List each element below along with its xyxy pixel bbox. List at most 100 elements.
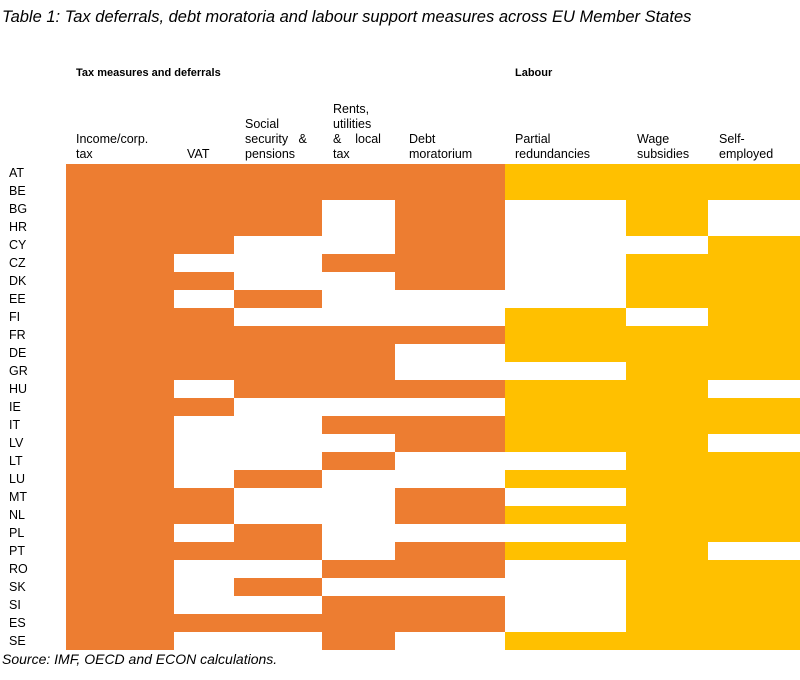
row-label: IT xyxy=(9,418,21,432)
table-cell xyxy=(322,596,395,614)
table-cell xyxy=(234,272,322,290)
table-cell xyxy=(234,452,322,470)
table-cell xyxy=(322,398,395,416)
table-cell xyxy=(174,524,234,542)
table-cell xyxy=(505,236,626,254)
table-cell xyxy=(395,182,505,200)
table-cell xyxy=(174,164,234,182)
row-label: PL xyxy=(9,526,25,540)
table-cell xyxy=(174,596,234,614)
table-cell xyxy=(505,470,626,488)
table-cell xyxy=(505,398,626,416)
table-cell xyxy=(234,380,322,398)
table-cell xyxy=(234,560,322,578)
table-cell xyxy=(626,524,708,542)
table-cell xyxy=(174,362,234,380)
table-cell xyxy=(174,380,234,398)
table-cell xyxy=(174,434,234,452)
table-cell xyxy=(626,290,708,308)
table-cell xyxy=(626,344,708,362)
table-cell xyxy=(708,254,800,272)
column-header: Social security & pensions xyxy=(245,117,307,161)
table-cell xyxy=(626,218,708,236)
row-label: NL xyxy=(9,508,25,522)
table-cell xyxy=(395,596,505,614)
row-label: DK xyxy=(9,274,27,288)
table-cell xyxy=(174,416,234,434)
row-label: CZ xyxy=(9,256,26,270)
table-cell xyxy=(626,164,708,182)
column-header: Rents, utilities & local tax xyxy=(333,102,381,161)
table-cell xyxy=(395,218,505,236)
row-label: HU xyxy=(9,382,28,396)
table-cell xyxy=(505,308,626,326)
table-cell xyxy=(505,578,626,596)
table-cell xyxy=(395,506,505,524)
table-cell xyxy=(505,416,626,434)
table-cell xyxy=(234,434,322,452)
table-cell xyxy=(234,524,322,542)
table-cell xyxy=(174,470,234,488)
table-cell xyxy=(66,488,174,506)
table-cell xyxy=(395,524,505,542)
row-label: CY xyxy=(9,238,27,252)
table-cell xyxy=(234,542,322,560)
table-cell xyxy=(234,506,322,524)
table-cell xyxy=(395,308,505,326)
table-cell xyxy=(395,254,505,272)
column-header: Income/corp. tax xyxy=(76,132,149,161)
table-cell xyxy=(234,290,322,308)
table-cell xyxy=(395,398,505,416)
table-cell xyxy=(505,632,626,650)
table-cell xyxy=(505,524,626,542)
table-cell xyxy=(66,470,174,488)
table-cell xyxy=(505,596,626,614)
table-cell xyxy=(708,614,800,632)
row-label: GR xyxy=(9,364,28,378)
table-cell xyxy=(505,434,626,452)
table-cell xyxy=(708,524,800,542)
row-label: EE xyxy=(9,292,26,306)
table-cell xyxy=(322,560,395,578)
table-cell xyxy=(505,560,626,578)
table-cell xyxy=(322,614,395,632)
table-cell xyxy=(395,488,505,506)
table-cell xyxy=(174,236,234,254)
table-cell xyxy=(626,326,708,344)
table-cell xyxy=(174,290,234,308)
table-cell xyxy=(174,344,234,362)
table-cell xyxy=(234,362,322,380)
table-cell xyxy=(66,218,174,236)
table-cell xyxy=(395,542,505,560)
table-cell xyxy=(505,218,626,236)
table-cell xyxy=(708,488,800,506)
table-cell xyxy=(234,398,322,416)
row-label: LU xyxy=(9,472,25,486)
table-cell xyxy=(174,578,234,596)
table-cell xyxy=(174,272,234,290)
table-cell xyxy=(66,164,174,182)
table-cell xyxy=(66,434,174,452)
table-cell xyxy=(626,506,708,524)
table-cell xyxy=(66,272,174,290)
table-cell xyxy=(234,416,322,434)
table-cell xyxy=(395,272,505,290)
table-cell xyxy=(626,254,708,272)
table-cell xyxy=(322,488,395,506)
table-cell xyxy=(505,380,626,398)
table-cell xyxy=(708,434,800,452)
table-cell xyxy=(708,182,800,200)
table-cell xyxy=(174,560,234,578)
column-header: VAT xyxy=(187,147,210,161)
table-cell xyxy=(322,380,395,398)
table-cell xyxy=(322,254,395,272)
table-cell xyxy=(234,236,322,254)
table-cell xyxy=(395,380,505,398)
table-cell xyxy=(234,596,322,614)
row-label: SI xyxy=(9,598,21,612)
table-cell xyxy=(66,542,174,560)
table-cell xyxy=(234,326,322,344)
table-cell xyxy=(66,632,174,650)
table-cell xyxy=(174,200,234,218)
table-cell xyxy=(234,182,322,200)
